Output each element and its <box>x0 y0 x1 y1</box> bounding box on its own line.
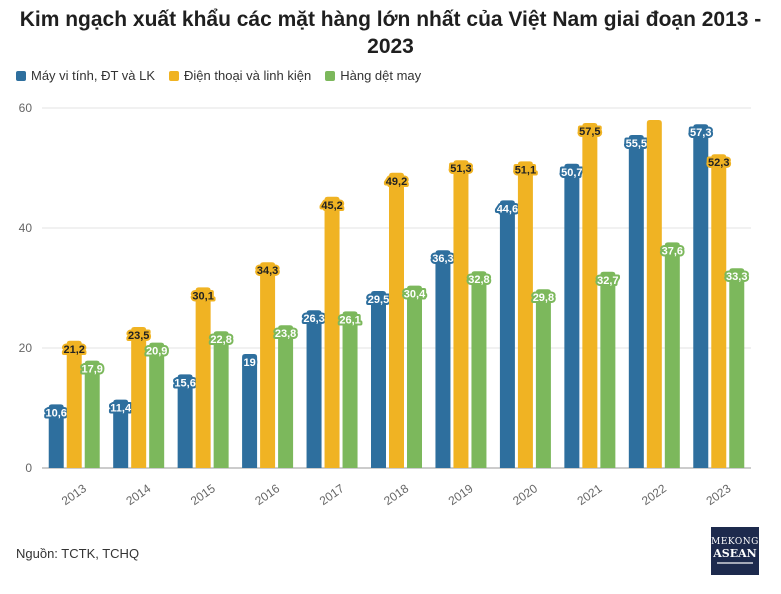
legend-swatch-phones <box>169 70 180 81</box>
bar <box>177 374 193 468</box>
x-tick-label: 2020 <box>510 481 540 508</box>
chart-title: Kim ngạch xuất khẩu các mặt hàng lớn nhấ… <box>19 8 762 58</box>
legend-item-textiles[interactable]: Hàng dệt may <box>325 68 421 83</box>
data-label: 32,7 <box>597 275 618 287</box>
bar <box>278 325 294 468</box>
bar-chart: 0 20 40 60 10,6 21,2 17,9 2013 11,4 23,5 20,9 2014 1… <box>19 101 751 508</box>
bar <box>646 120 662 468</box>
bar <box>517 161 533 468</box>
x-tick-label: 2015 <box>188 481 218 508</box>
bar <box>113 399 129 468</box>
data-label: 11,4 <box>110 403 132 415</box>
data-label: 36,3 <box>432 253 453 265</box>
data-label: 37,6 <box>662 245 683 257</box>
x-tick-label: 2021 <box>575 481 605 508</box>
bar <box>84 360 100 468</box>
data-label: 23,8 <box>275 328 296 340</box>
x-tick-label: 2014 <box>123 481 153 508</box>
bar <box>693 124 709 468</box>
bar <box>407 285 422 468</box>
bar <box>499 200 515 468</box>
legend: Máy vi tính, ĐT và LK Điện thoại và linh… <box>16 68 421 83</box>
x-tick-label: 2023 <box>704 481 734 508</box>
data-label: 49,2 <box>386 176 407 188</box>
data-label: 30,1 <box>192 290 213 302</box>
bar <box>664 242 680 468</box>
x-tick-label: 2016 <box>252 481 282 508</box>
bar <box>628 135 644 468</box>
bar <box>371 291 386 468</box>
data-label: 34,3 <box>257 265 278 277</box>
data-label: 21,2 <box>64 344 85 356</box>
legend-label-phones: Điện thoại và linh kiện <box>184 68 312 83</box>
bar <box>729 268 745 468</box>
bar <box>342 311 358 468</box>
data-label: 30,4 <box>404 289 426 301</box>
data-label: 55,5 <box>626 138 647 150</box>
bar <box>582 123 598 468</box>
bar <box>389 172 404 469</box>
legend-item-phones[interactable]: Điện thoại và linh kiện <box>169 68 311 83</box>
data-label: 45,2 <box>321 200 342 212</box>
x-tick-label: 2013 <box>59 481 89 508</box>
x-tick-label: 2019 <box>446 481 476 508</box>
bar <box>535 289 551 468</box>
bar <box>213 331 229 468</box>
data-label: 51,1 <box>515 164 536 176</box>
bar <box>149 342 165 468</box>
data-label: 51,3 <box>450 163 471 175</box>
bar <box>66 340 82 468</box>
bar <box>195 287 211 468</box>
bar <box>471 271 487 468</box>
legend-swatch-textiles <box>325 70 336 81</box>
data-label: 29,8 <box>533 292 554 304</box>
bar <box>435 250 451 468</box>
bar <box>600 271 616 468</box>
legend-item-computers[interactable]: Máy vi tính, ĐT và LK <box>16 68 155 83</box>
x-tick-label: 2018 <box>381 481 411 508</box>
data-label: 33,3 <box>726 271 747 283</box>
data-label: 20,9 <box>146 346 167 358</box>
y-tick-label: 20 <box>19 341 33 355</box>
y-tick-label: 60 <box>19 101 33 115</box>
x-tick-label: 2022 <box>639 481 669 508</box>
data-label: 52,3 <box>708 157 729 169</box>
legend-label-computers: Máy vi tính, ĐT và LK <box>31 68 156 83</box>
data-label: 19 <box>243 357 255 369</box>
bar <box>131 327 147 468</box>
data-label: 57,5 <box>579 126 600 138</box>
x-tick-label: 2017 <box>317 481 347 508</box>
logo-rule <box>717 562 753 564</box>
logo-line2: ASEAN <box>713 547 757 560</box>
data-label: 15,6 <box>174 377 195 389</box>
data-label: 26,3 <box>303 313 324 325</box>
legend-swatch-computers <box>16 70 26 81</box>
bar <box>564 163 580 469</box>
data-label: 26,1 <box>339 314 360 326</box>
source-note: Nguồn: TCTK, TCHQ <box>16 546 140 561</box>
data-label: 32,8 <box>468 274 489 286</box>
bar <box>242 354 258 468</box>
data-label: 44,6 <box>497 203 518 215</box>
bar <box>711 154 727 468</box>
bar <box>260 262 276 468</box>
y-tick-label: 0 <box>25 461 32 475</box>
logo-line1: MEKONG <box>711 537 759 547</box>
data-label: 22,8 <box>210 334 231 346</box>
bar <box>48 404 64 468</box>
bar <box>453 160 469 468</box>
data-label: 29,5 <box>368 294 389 306</box>
data-label: 50,7 <box>561 167 582 179</box>
legend-label-textiles: Hàng dệt may <box>340 68 422 83</box>
data-label: 17,9 <box>82 364 103 376</box>
data-label: 10,6 <box>46 407 67 419</box>
bar <box>324 196 340 469</box>
bar <box>306 310 322 468</box>
data-label: 23,5 <box>128 330 149 342</box>
data-label: 57,3 <box>690 127 711 139</box>
mekong-asean-logo: MEKONG ASEAN <box>711 527 759 575</box>
y-tick-label: 40 <box>19 221 33 235</box>
